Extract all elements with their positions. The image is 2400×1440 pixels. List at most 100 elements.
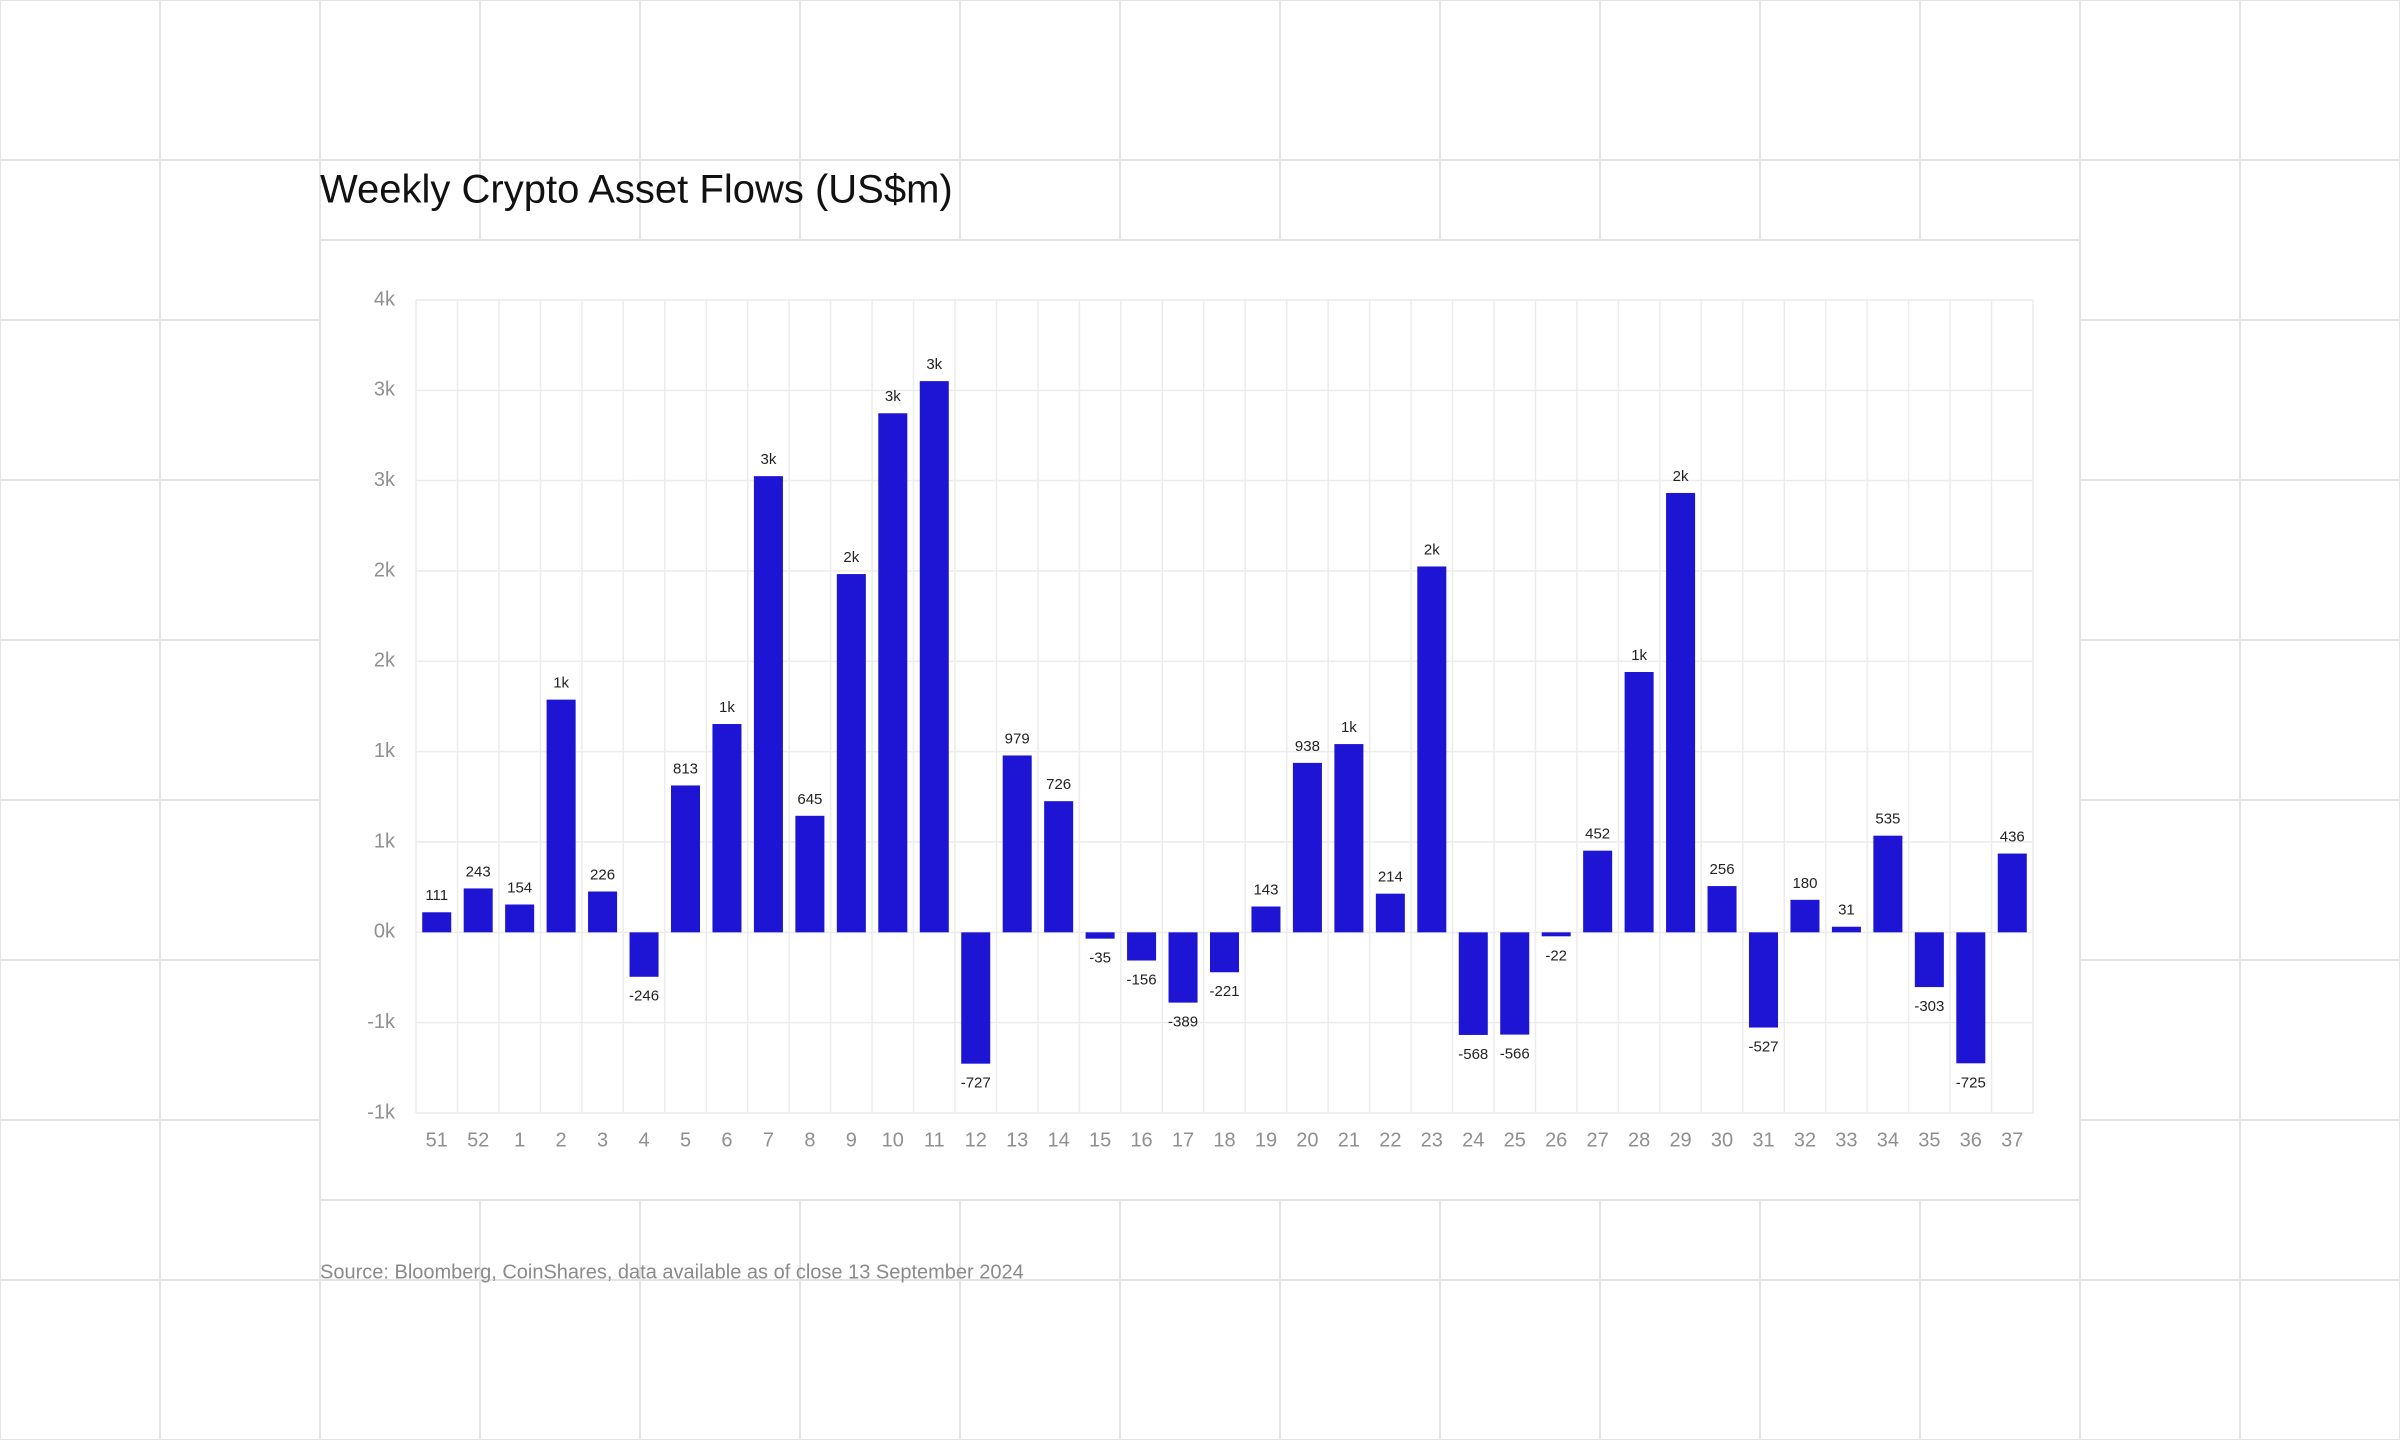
bar [1707, 886, 1737, 933]
bar [878, 413, 908, 933]
data-label: -727 [961, 1075, 991, 1092]
x-tick-label: 4 [638, 1129, 649, 1151]
bar [546, 699, 576, 933]
x-tick-label: 19 [1255, 1129, 1277, 1151]
data-label: -35 [1089, 950, 1111, 967]
data-label: -527 [1748, 1039, 1778, 1056]
y-tick-label: 2k [374, 559, 396, 581]
x-tick-label: 31 [1752, 1129, 1774, 1151]
x-tick-label: 25 [1504, 1129, 1526, 1151]
data-label: 214 [1378, 869, 1403, 886]
bar [919, 381, 949, 933]
x-tick-label: 33 [1835, 1129, 1857, 1151]
bar [712, 724, 742, 933]
bar [670, 785, 701, 933]
bar [1044, 801, 1074, 933]
data-label: 3k [761, 451, 777, 468]
data-label: -568 [1458, 1046, 1488, 1063]
x-tick-label: 3 [597, 1129, 608, 1151]
bar [1748, 932, 1779, 1028]
x-tick-label: 52 [467, 1129, 489, 1151]
x-tick-label: 15 [1089, 1129, 1111, 1151]
data-label: -246 [629, 988, 659, 1005]
bar [422, 912, 452, 933]
x-tick-label: 20 [1296, 1129, 1318, 1151]
x-tick-label: 9 [846, 1129, 857, 1151]
bar [1127, 932, 1157, 961]
x-tick-label: 35 [1918, 1129, 1940, 1151]
x-tick-label: 23 [1421, 1129, 1443, 1151]
bar [1624, 671, 1654, 933]
x-tick-label: 27 [1587, 1129, 1609, 1151]
bar [1292, 762, 1322, 933]
bar [1500, 932, 1530, 1035]
data-label: 645 [797, 791, 822, 808]
x-tick-label: 24 [1462, 1129, 1484, 1151]
y-tick-label: -1k [367, 1101, 396, 1123]
data-label: 143 [1253, 881, 1278, 898]
data-label: 154 [507, 879, 532, 896]
bar [753, 476, 783, 933]
data-label: 256 [1710, 861, 1735, 878]
x-tick-label: 11 [924, 1129, 945, 1151]
data-label: 938 [1295, 738, 1320, 755]
bar [836, 574, 866, 933]
y-tick-label: 1k [374, 830, 396, 852]
bar [1334, 744, 1364, 933]
x-tick-label: 22 [1379, 1129, 1401, 1151]
chart-card [319, 239, 2081, 1201]
bar [1541, 932, 1571, 937]
data-label: 1k [1341, 719, 1357, 736]
x-tick-label: 26 [1545, 1129, 1567, 1151]
data-label: 180 [1792, 875, 1817, 892]
bar [1790, 899, 1820, 933]
data-label: 111 [425, 887, 448, 904]
bar [1831, 926, 1861, 933]
bar [1997, 853, 2027, 933]
data-label: -221 [1209, 983, 1239, 1000]
x-tick-label: 14 [1048, 1129, 1070, 1151]
y-tick-label: 1k [374, 740, 396, 762]
data-label: -725 [1956, 1074, 1986, 1091]
data-label: -22 [1545, 947, 1567, 964]
bar [795, 815, 825, 933]
bar [588, 891, 618, 933]
data-label: 226 [590, 866, 615, 883]
x-tick-label: 51 [426, 1129, 448, 1151]
x-tick-label: 12 [965, 1129, 987, 1151]
bar [1251, 906, 1281, 933]
bar [1085, 932, 1115, 939]
x-tick-label: 18 [1213, 1129, 1235, 1151]
data-label: 3k [926, 356, 942, 373]
data-label: 1k [1631, 647, 1647, 664]
x-tick-label: 21 [1338, 1129, 1360, 1151]
bar [1956, 932, 1986, 1064]
data-label: 1k [719, 699, 735, 716]
data-label: 243 [466, 863, 491, 880]
data-label: 436 [2000, 829, 2025, 846]
bar [1458, 932, 1488, 1035]
y-tick-label: 3k [374, 379, 396, 401]
y-tick-label: 3k [374, 469, 396, 491]
x-tick-label: 37 [2001, 1129, 2023, 1151]
data-label: 726 [1046, 776, 1071, 793]
data-label: 2k [1673, 468, 1689, 485]
data-label: 813 [673, 760, 698, 777]
data-label: -303 [1914, 998, 1944, 1015]
x-tick-label: 6 [721, 1129, 732, 1151]
chart-title: Weekly Crypto Asset Flows (US$m) [320, 168, 953, 212]
x-tick-label: 34 [1877, 1129, 1899, 1151]
data-label: 2k [843, 549, 859, 566]
data-label: 535 [1875, 811, 1900, 828]
bar [1002, 755, 1032, 933]
bar [1583, 850, 1613, 933]
bar [1666, 492, 1696, 933]
y-tick-label: 2k [374, 650, 396, 672]
bar [1914, 932, 1944, 988]
x-tick-label: 1 [514, 1129, 525, 1151]
x-tick-label: 8 [804, 1129, 815, 1151]
y-tick-label: 0k [374, 921, 396, 943]
data-label: 452 [1585, 826, 1610, 843]
